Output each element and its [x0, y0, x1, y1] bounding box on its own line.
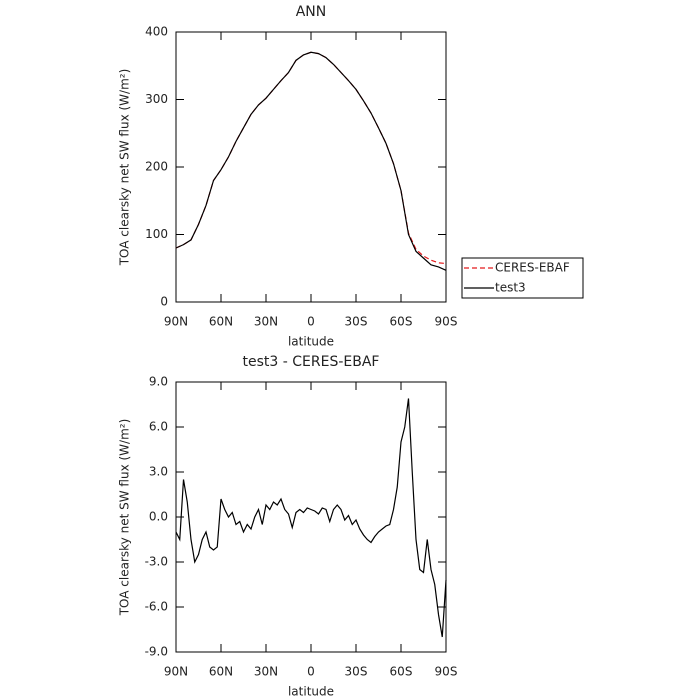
- x-tick-label: 30N: [254, 315, 278, 329]
- legend-label: CERES-EBAF: [495, 261, 570, 275]
- x-tick-label: 60S: [390, 665, 413, 679]
- legend-box: [461, 257, 584, 299]
- x-tick-label: 0: [307, 665, 315, 679]
- x-tick-label: 60N: [209, 315, 233, 329]
- x-tick-label: 90N: [164, 315, 188, 329]
- y-tick-label: -6.0: [145, 600, 168, 614]
- y-tick-label: 9.0: [149, 375, 168, 389]
- x-tick-label: 90S: [435, 665, 458, 679]
- y-tick-label: 6.0: [149, 420, 168, 434]
- plot-frame: [175, 31, 447, 303]
- x-tick-label: 90S: [435, 315, 458, 329]
- x-axis-label: latitude: [288, 685, 334, 699]
- x-tick-label: 60N: [209, 665, 233, 679]
- y-tick-label: 400: [145, 25, 168, 39]
- y-axis-label: TOA clearsky net SW flux (W/m²): [118, 69, 132, 267]
- x-tick-label: 60S: [390, 315, 413, 329]
- y-axis-label: TOA clearsky net SW flux (W/m²): [118, 419, 132, 617]
- x-tick-label: 90N: [164, 665, 188, 679]
- y-tick-label: 100: [145, 227, 168, 241]
- y-tick-label: 0: [160, 295, 168, 309]
- x-tick-label: 30S: [345, 665, 368, 679]
- x-tick-label: 30S: [345, 315, 368, 329]
- y-tick-label: -3.0: [145, 555, 168, 569]
- chart-title: ANN: [296, 4, 327, 20]
- y-tick-label: 200: [145, 160, 168, 174]
- x-tick-label: 30N: [254, 665, 278, 679]
- x-tick-label: 0: [307, 315, 315, 329]
- data-line: [175, 51, 447, 265]
- chart-title: test3 - CERES-EBAF: [243, 354, 380, 370]
- data-line: [175, 51, 447, 271]
- legend-label: test3: [495, 281, 526, 295]
- y-tick-label: 300: [145, 92, 168, 106]
- y-tick-label: -9.0: [145, 645, 168, 659]
- y-tick-label: 0.0: [149, 510, 168, 524]
- data-line: [175, 398, 447, 638]
- y-tick-label: 3.0: [149, 465, 168, 479]
- x-axis-label: latitude: [288, 335, 334, 349]
